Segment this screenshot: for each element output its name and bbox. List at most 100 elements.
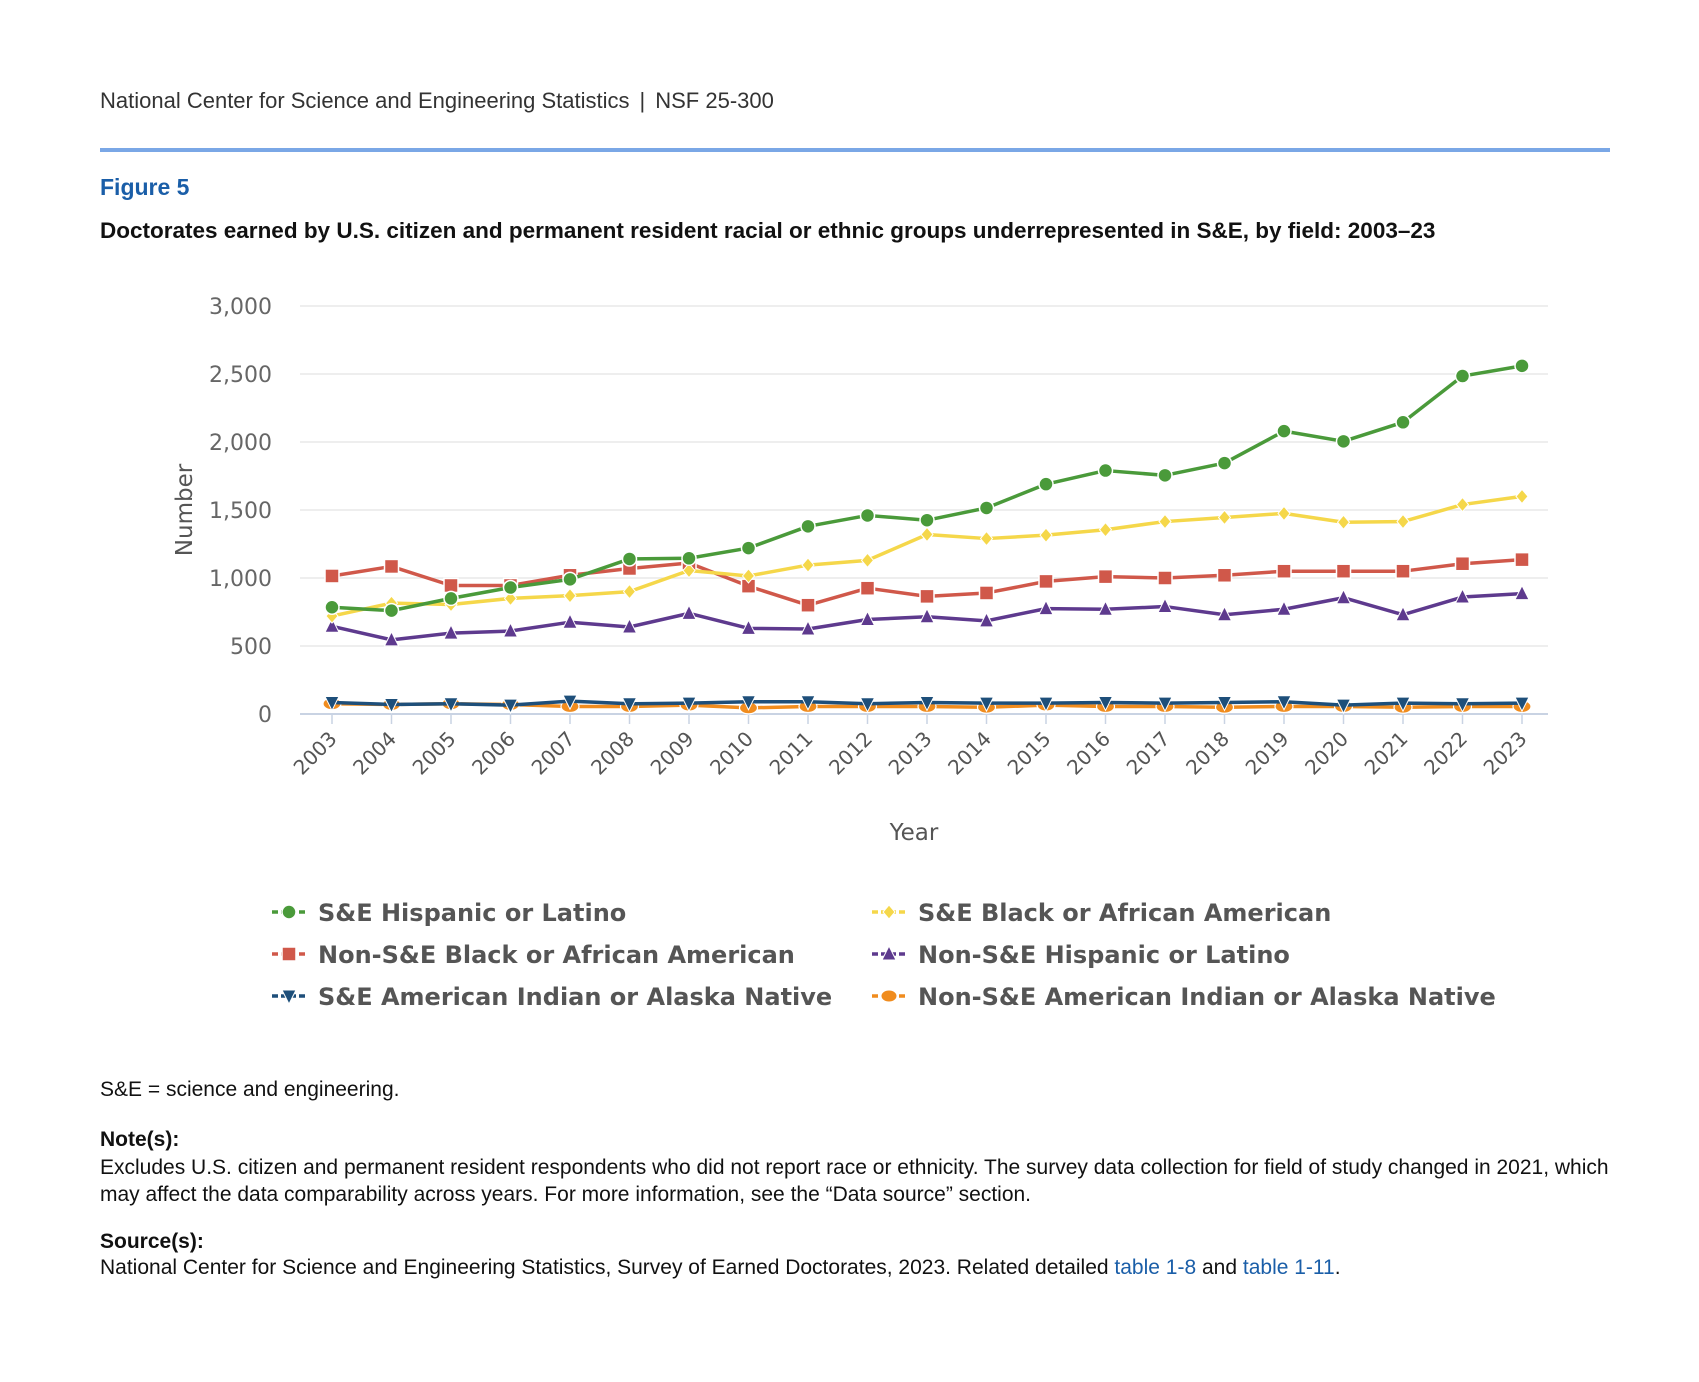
- series-4-point: [502, 698, 519, 715]
- x-tick-label: 2003: [289, 727, 342, 780]
- series-0-point: [621, 551, 638, 567]
- x-tick-label: 2014: [943, 727, 996, 780]
- series-2-point: [1514, 551, 1530, 568]
- series-0-point: [800, 518, 816, 535]
- series-1-point: [622, 583, 637, 600]
- series-4-point: [443, 697, 459, 713]
- series-4-point: [1276, 695, 1292, 711]
- series-4-point: [324, 695, 340, 712]
- header-org: National Center for Science and Engineer…: [100, 88, 630, 113]
- x-tick-label: 2023: [1479, 727, 1532, 780]
- series-2-point: [919, 588, 935, 605]
- source-end: .: [1334, 1256, 1341, 1279]
- abbreviation-note: S&E = science and engineering.: [100, 1078, 400, 1101]
- series-4-point: [740, 695, 757, 711]
- legend-marker-3: [881, 944, 897, 961]
- source-and: and: [1196, 1256, 1243, 1279]
- table-1-11-link[interactable]: table 1-11: [1242, 1256, 1335, 1279]
- series-0-point: [1276, 423, 1292, 439]
- legend-marker-1: [882, 904, 896, 920]
- series-4-point: [919, 695, 935, 712]
- x-tick-label: 2018: [1181, 727, 1234, 780]
- series-0-point: [681, 550, 697, 567]
- header-report: NSF 25-300: [655, 88, 774, 113]
- legend-marker-2: [281, 946, 297, 962]
- series-0-point: [1454, 368, 1471, 384]
- x-tick-label: 2006: [467, 727, 520, 780]
- x-tick-label: 2015: [1003, 727, 1056, 780]
- series-4-point: [1395, 696, 1411, 713]
- y-tick-label: 0: [258, 703, 272, 728]
- series-1-point: [563, 587, 577, 604]
- series-0-point: [978, 500, 995, 516]
- series-2-point: [1395, 563, 1411, 579]
- series-3-point: [621, 617, 638, 634]
- series-3-point: [681, 604, 697, 620]
- x-tick-label: 2008: [586, 727, 639, 780]
- series-0-point: [1157, 467, 1173, 484]
- series-3-point: [1395, 605, 1411, 622]
- series-3-point: [740, 619, 757, 635]
- series-0-point: [383, 602, 400, 619]
- series-3-point: [859, 610, 876, 626]
- series-4-point: [1216, 695, 1233, 712]
- legend-label-0: S&E Hispanic or Latino: [318, 899, 626, 927]
- series-4-point: [1514, 696, 1530, 713]
- legend-label-1: S&E Black or African American: [918, 899, 1331, 927]
- series-4-point: [1097, 695, 1114, 712]
- series-3-point: [1276, 600, 1292, 616]
- series-3-point: [1038, 599, 1054, 616]
- series-1-point: [1396, 513, 1410, 530]
- series-3-point: [502, 621, 519, 638]
- series-1-point: [1217, 509, 1232, 526]
- series-1-point: [1158, 513, 1172, 530]
- series-3-point: [1157, 597, 1173, 614]
- series-1-point: [979, 530, 994, 547]
- x-tick-label: 2022: [1419, 727, 1472, 780]
- series-0-point: [502, 579, 519, 596]
- series-4-point: [1335, 698, 1352, 715]
- series-3-point: [383, 630, 400, 647]
- series-2-point: [1335, 563, 1352, 579]
- series-0-point: [1395, 414, 1411, 431]
- source-text: National Center for Science and Engineer…: [100, 1256, 1341, 1280]
- series-3-point: [1514, 584, 1530, 601]
- x-tick-label: 2010: [705, 727, 758, 780]
- series-4-point: [621, 697, 638, 713]
- x-tick-label: 2004: [348, 727, 401, 780]
- series-1-point: [741, 568, 756, 584]
- series-1-point: [1336, 514, 1351, 531]
- series-2-point: [324, 568, 340, 584]
- series-4-point: [562, 694, 578, 711]
- source-heading: Source(s):: [100, 1230, 204, 1253]
- legend-marker-4: [281, 989, 297, 1006]
- x-tick-label: 2016: [1062, 727, 1115, 780]
- x-tick-label: 2011: [765, 727, 818, 780]
- series-3-point: [1216, 605, 1233, 622]
- series-2-point: [1216, 567, 1233, 584]
- series-1-point: [1515, 488, 1529, 505]
- y-tick-label: 2,500: [209, 363, 272, 388]
- series-0-point: [1097, 462, 1114, 479]
- series-0-point: [740, 540, 757, 556]
- series-2-point: [443, 577, 459, 594]
- series-4-point: [383, 697, 400, 714]
- series-1-point: [503, 590, 518, 607]
- series-3-point: [324, 617, 340, 633]
- series-2-point: [383, 558, 400, 575]
- figure-label: Figure 5: [100, 174, 190, 200]
- x-tick-label: 2007: [527, 727, 580, 780]
- series-0-point: [324, 599, 340, 615]
- series-2-point: [1097, 568, 1114, 585]
- x-tick-label: 2005: [408, 727, 461, 780]
- header-separator: |: [639, 88, 646, 113]
- table-1-8-link[interactable]: table 1-8: [1114, 1256, 1197, 1279]
- legend-marker-5: [880, 989, 898, 1003]
- notes-text: Excludes U.S. citizen and permanent resi…: [100, 1156, 1609, 1206]
- series-0-point: [1335, 433, 1352, 450]
- series-1-point: [1098, 521, 1113, 538]
- legend-label-3: Non-S&E Hispanic or Latino: [918, 941, 1290, 969]
- legend-marker-0: [281, 904, 297, 920]
- y-tick-label: 500: [230, 635, 272, 660]
